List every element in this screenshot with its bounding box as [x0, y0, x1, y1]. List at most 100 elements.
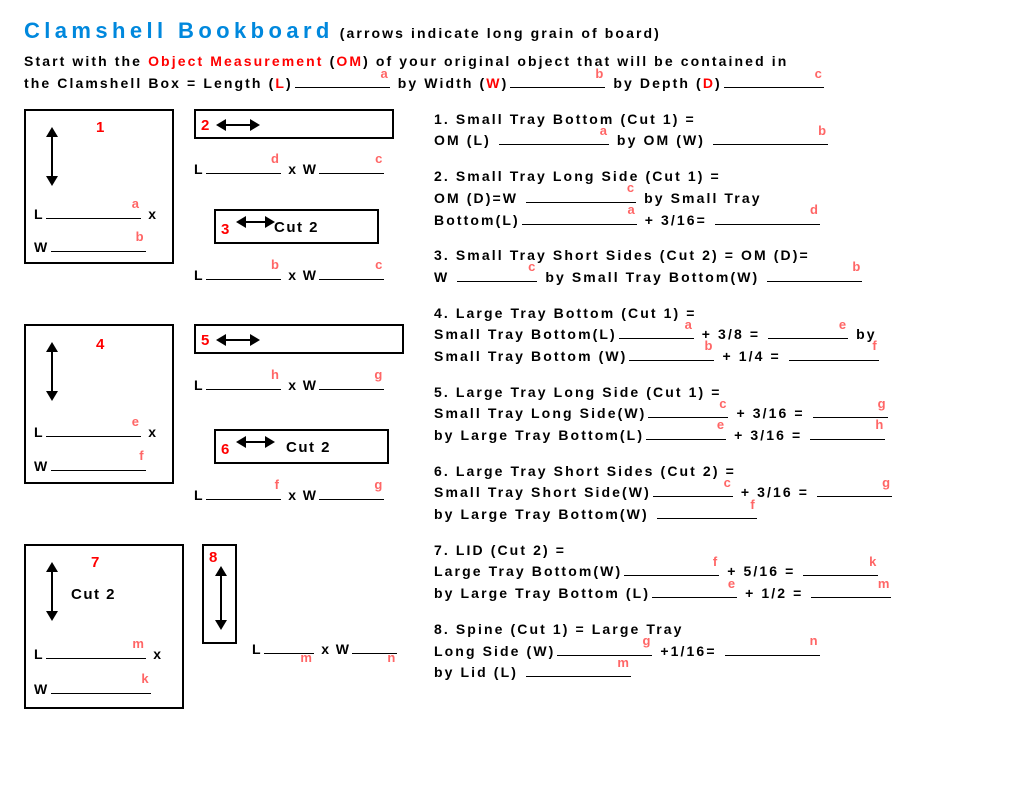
blank-letter: g [878, 394, 886, 414]
blank-letter: f [713, 552, 717, 572]
step-text: + 1/4 = [722, 348, 786, 364]
blank-letter: c [375, 257, 382, 272]
dim-L: L [252, 641, 262, 657]
grain-arrow-icon [44, 564, 60, 619]
blank-letter: b [136, 229, 144, 244]
step-6: 6. Large Tray Short Sides (Cut 2) = Smal… [434, 461, 1000, 526]
blank-letter: a [600, 121, 607, 141]
step-text: Small Tray Bottom(L) [434, 326, 617, 342]
cut-label: Cut 2 [274, 219, 319, 236]
grain-arrow-icon [213, 568, 229, 628]
blank-letter: h [271, 367, 279, 382]
L-letter: L [275, 75, 286, 91]
blank-letter: c [627, 178, 634, 198]
step-text: Bottom(L) [434, 212, 520, 228]
step-3: 3. Small Tray Short Sides (Cut 2) = OM (… [434, 245, 1000, 288]
intro-seg: ) [363, 53, 376, 69]
blank-letter: m [878, 574, 890, 594]
box-num-5: 5 [201, 332, 209, 349]
blank-letter: h [875, 415, 883, 435]
blank-letter: g [642, 631, 650, 651]
step-text: + 3/16 = [734, 427, 808, 443]
D-letter: D [703, 75, 715, 91]
step-text: + 3/16= [645, 212, 713, 228]
box-6: 6 Cut 2 [214, 429, 389, 464]
blank-letter-a: a [381, 64, 388, 85]
blank-letter: b [271, 257, 279, 272]
step-text: + 1/2 = [745, 585, 809, 601]
step-text: OM (D)=W [434, 190, 524, 206]
blank-letter: n [387, 650, 395, 665]
blank-letter: e [717, 415, 724, 435]
step-text: Large Tray Bottom(W) [434, 563, 622, 579]
step-4: 4. Large Tray Bottom (Cut 1) = Small Tra… [434, 303, 1000, 368]
intro-seg: by Depth ( [613, 75, 702, 91]
intro-seg: ( [324, 53, 337, 69]
step-title: 8. Spine (Cut 1) = Large Tray [434, 619, 1000, 641]
step-title: 3. Small Tray Short Sides (Cut 2) = OM (… [434, 245, 1000, 267]
blank-letter: f [872, 336, 876, 356]
intro-seg: ) [502, 75, 509, 91]
dim-W: W [34, 239, 49, 255]
blank-letter: m [132, 636, 144, 651]
step-8: 8. Spine (Cut 1) = Large Tray Long Side … [434, 619, 1000, 684]
dim-x: x [153, 646, 162, 662]
dim-x: x [148, 424, 157, 440]
grain-arrow-icon [44, 344, 60, 399]
intro-seg: ) [715, 75, 722, 91]
blank-letter: k [869, 552, 876, 572]
box-5: 5 [194, 324, 404, 354]
blank-letter: d [810, 200, 818, 220]
box-4: 4 Le x Wf [24, 324, 174, 484]
dim-L: L [34, 424, 44, 440]
step-text: by Lid (L) [434, 664, 524, 680]
blank-letter: a [132, 196, 139, 211]
intro-seg: Start with the [24, 53, 148, 69]
box-num-8: 8 [209, 549, 217, 566]
blank-letter: c [724, 473, 731, 493]
box-7: 7 Cut 2 Lm x Wk [24, 544, 184, 709]
box-num-3: 3 [221, 221, 229, 238]
step-text: W [434, 269, 455, 285]
blank-letter: a [685, 315, 692, 335]
box-num-7: 7 [91, 554, 99, 571]
blank-letter: g [374, 477, 382, 492]
blank-letter: e [728, 574, 735, 594]
dim-xW: x W [321, 641, 350, 657]
step-text: by Large Tray Bottom(L) [434, 427, 644, 443]
cut-label: Cut 2 [286, 439, 331, 456]
step-text: Small Tray Long Side(W) [434, 405, 646, 421]
dim-L: L [194, 487, 204, 503]
grain-arrow-icon [218, 117, 258, 133]
page-title: Clamshell Bookboard [24, 18, 334, 43]
dim-x: x [148, 206, 157, 222]
step-text: + 3/16 = [736, 405, 810, 421]
box-num-6: 6 [221, 441, 229, 458]
dim-xW: x W [288, 377, 317, 393]
blank-letter-c: c [815, 64, 822, 85]
step-text: by Large Tray Bottom(W) [434, 506, 655, 522]
step-text: by Large Tray Bottom (L) [434, 585, 650, 601]
dim-L: L [194, 267, 204, 283]
om-phrase: Object Measurement [148, 53, 324, 69]
blank-letter: e [132, 414, 139, 429]
blank-letter: f [275, 477, 279, 492]
page-subtitle: (arrows indicate long grain of board) [340, 25, 661, 41]
step-text: OM (L) [434, 132, 497, 148]
blank-letter: b [852, 257, 860, 277]
step-text: +1/16= [660, 643, 722, 659]
instructions-column: 1. Small Tray Bottom (Cut 1) = OM (L) a … [434, 109, 1000, 698]
blank-letter: b [818, 121, 826, 141]
dim-L: L [34, 646, 44, 662]
step-5: 5. Large Tray Long Side (Cut 1) = Small … [434, 382, 1000, 447]
box-num-4: 4 [96, 336, 104, 353]
grain-arrow-icon [44, 129, 60, 184]
blank-letter: d [271, 151, 279, 166]
step-text: by OM (W) [617, 132, 711, 148]
dim-L: L [194, 377, 204, 393]
grain-arrow-icon [218, 332, 258, 348]
header: Clamshell Bookboard (arrows indicate lon… [24, 18, 1000, 44]
dim-L: L [194, 161, 204, 177]
blank-letter: b [705, 336, 713, 356]
step-text: by Small Tray Bottom(W) [545, 269, 765, 285]
